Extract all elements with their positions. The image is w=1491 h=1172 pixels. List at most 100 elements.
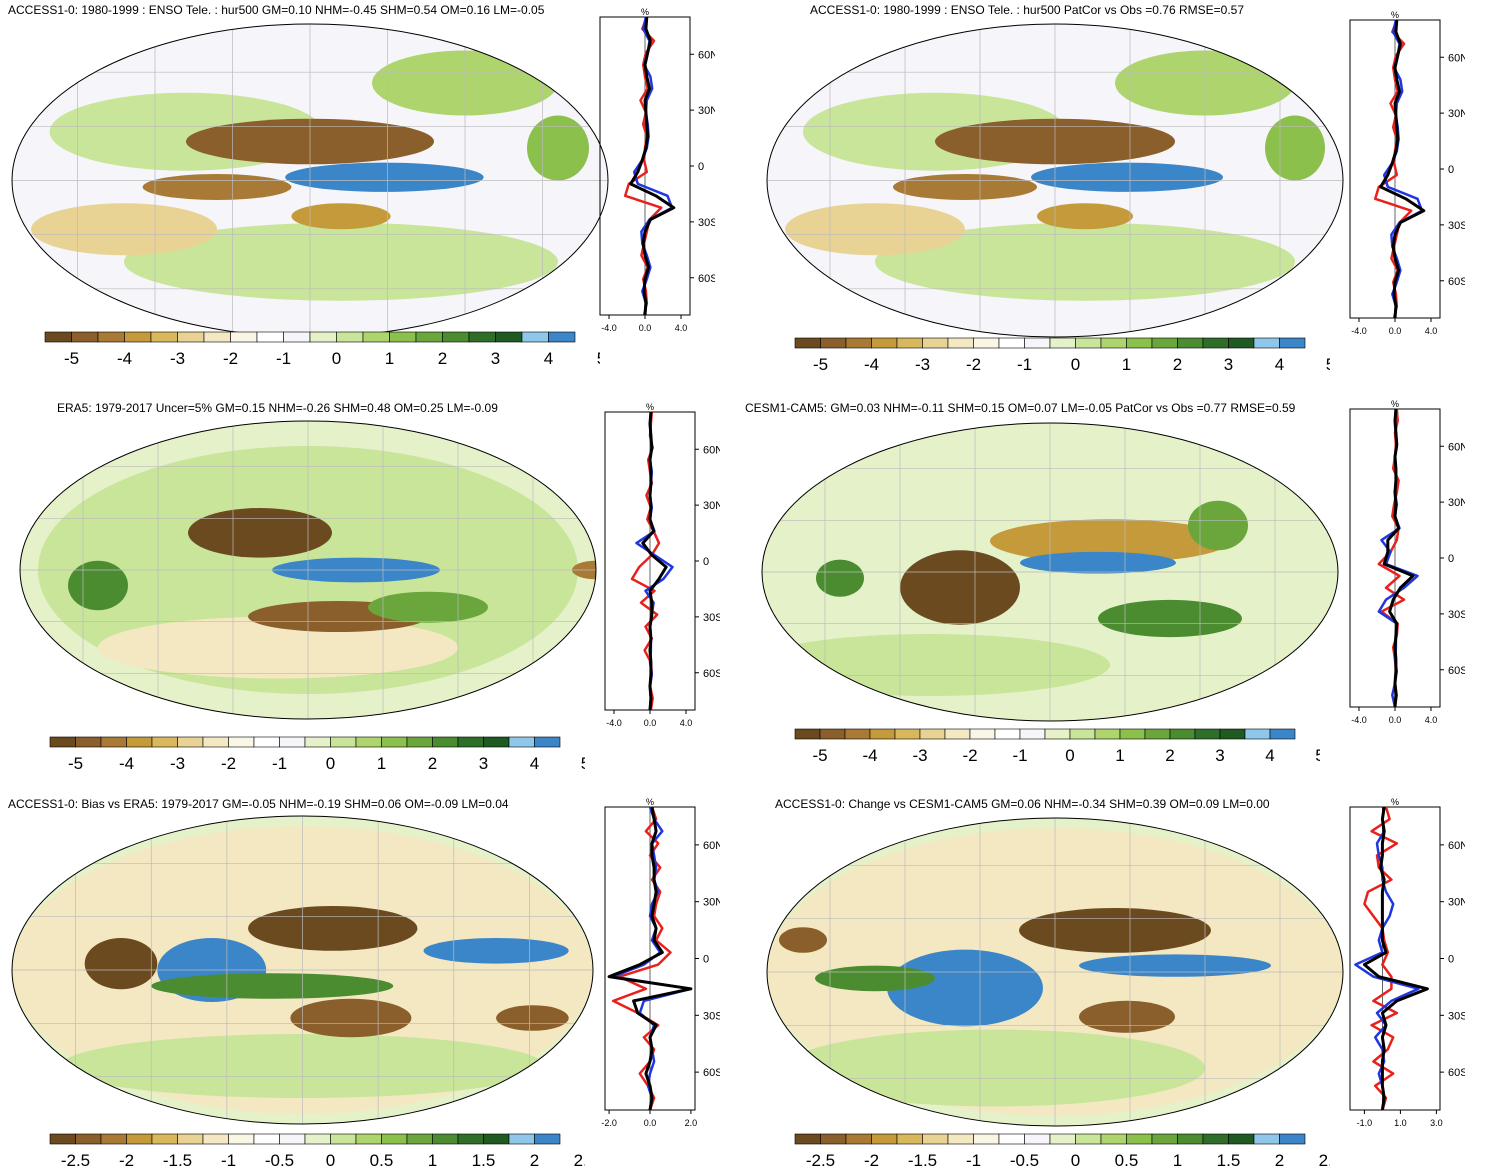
colorbar-label: 5 <box>1326 355 1330 374</box>
colorbar-box <box>44 331 72 343</box>
lat-label: 60N <box>1448 840 1465 852</box>
anomaly-region <box>1079 954 1271 977</box>
colorbar-box <box>1219 728 1246 740</box>
lat-label: 30S <box>1448 220 1465 232</box>
colorbar-label: -2 <box>223 349 238 368</box>
zonal-profile: % 60N 30N 0 30S 60S -4.0 0.0 4.0 <box>1349 10 1465 336</box>
zonal-profile: % 60N 30N 0 30S 60S -4.0 0.0 4.0 <box>604 402 720 728</box>
anomaly-region <box>290 998 412 1038</box>
anomaly-region <box>816 559 864 597</box>
colorbar-box <box>362 331 390 343</box>
colorbar-box <box>1126 337 1153 349</box>
x-tick-label: -4.0 <box>601 323 617 333</box>
anomaly-region <box>762 634 1110 696</box>
map <box>19 420 597 720</box>
anomaly-region <box>1265 115 1325 181</box>
panel-title: ACCESS1-0: 1980-1999 : ENSO Tele. : hur5… <box>8 3 545 17</box>
profile-curve <box>641 411 668 711</box>
x-tick-label: 1.0 <box>1394 1118 1407 1128</box>
colorbar-label: 0 <box>332 349 341 368</box>
colorbar-box <box>177 736 204 748</box>
profile-curve <box>1363 806 1399 1111</box>
colorbar: -5 -4 -3 -2 -1 0 1 2 3 4 5 <box>794 728 1320 765</box>
colorbar-box <box>203 331 231 343</box>
colorbar-label: 0.5 <box>1115 1151 1139 1170</box>
colorbar-label: 1 <box>1173 1151 1182 1170</box>
x-tick-label: 4.0 <box>675 323 688 333</box>
map <box>761 422 1339 722</box>
colorbar-box <box>947 337 974 349</box>
profile-units: % <box>1391 797 1399 807</box>
colorbar-box <box>75 1133 102 1145</box>
lat-label: 60S <box>1448 1067 1465 1079</box>
colorbar-box <box>1279 1133 1306 1145</box>
colorbar-box <box>896 1133 923 1145</box>
colorbar-label: 4 <box>1275 355 1284 374</box>
colorbar-box <box>309 331 337 343</box>
lat-label: 30S <box>703 612 720 624</box>
colorbar-box <box>1269 728 1296 740</box>
colorbar-box <box>432 736 459 748</box>
colorbar-label: 0 <box>326 754 335 773</box>
colorbar-label: -1.5 <box>908 1151 937 1170</box>
colorbar-label: 1.5 <box>472 1151 496 1170</box>
colorbar-box <box>1100 337 1127 349</box>
colorbar-label: -3 <box>912 746 927 765</box>
colorbar-box <box>49 736 76 748</box>
colorbar-box <box>355 736 382 748</box>
x-tick-label: -1.0 <box>1357 1118 1373 1128</box>
colorbar: -2.5 -2 -1.5 -1 -0.5 0 0.5 1 1.5 2 2.5 <box>49 1133 585 1170</box>
lat-label: 30S <box>698 217 715 229</box>
colorbar-label: -0.5 <box>1010 1151 1039 1170</box>
colorbar-box <box>1151 337 1178 349</box>
colorbar-box <box>869 728 896 740</box>
colorbar-label: -2.5 <box>806 1151 835 1170</box>
colorbar-box <box>336 331 364 343</box>
colorbar-box <box>994 728 1021 740</box>
colorbar-box <box>151 736 178 748</box>
colorbar-box <box>126 1133 153 1145</box>
lat-label: 0 <box>703 556 709 568</box>
colorbar-label: 1.5 <box>1217 1151 1241 1170</box>
panel-bias: ACCESS1-0: Bias vs ERA5: 1979-2017 GM=-0… <box>0 790 745 1170</box>
lat-label: 30S <box>703 1010 720 1022</box>
colorbar-label: -2.5 <box>61 1151 90 1170</box>
colorbar-box <box>819 728 846 740</box>
anomaly-region <box>188 508 332 558</box>
colorbar-box <box>1049 1133 1076 1145</box>
colorbar-label: -5 <box>813 355 828 374</box>
colorbar-box <box>126 736 153 748</box>
anomaly-region <box>1031 162 1223 192</box>
anomaly-region <box>779 927 827 953</box>
lat-label: 0 <box>1448 164 1454 176</box>
colorbar-box <box>969 728 996 740</box>
colorbar-label: -4 <box>117 349 132 368</box>
anomaly-region <box>900 550 1020 625</box>
anomaly-region <box>887 949 1043 1027</box>
colorbar-label: -5 <box>812 746 827 765</box>
colorbar: -5 -4 -3 -2 -1 0 1 2 3 4 5 <box>44 331 600 368</box>
anomaly-region <box>893 174 1037 200</box>
lat-label: 30S <box>1448 609 1465 621</box>
colorbar-label: 4 <box>544 349 553 368</box>
colorbar-label: -2 <box>864 1151 879 1170</box>
colorbar-box <box>896 337 923 349</box>
colorbar-box <box>1228 337 1255 349</box>
colorbar-label: 1 <box>385 349 394 368</box>
colorbar: -5 -4 -3 -2 -1 0 1 2 3 4 5 <box>794 337 1330 374</box>
anomaly-region <box>527 115 589 181</box>
lat-label: 30N <box>703 500 720 512</box>
colorbar-box <box>389 331 417 343</box>
profile-curve <box>623 16 663 316</box>
colorbar-box <box>922 1133 949 1145</box>
colorbar-box <box>75 736 102 748</box>
colorbar-label: -2 <box>221 754 236 773</box>
colorbar-label: -1 <box>1017 355 1032 374</box>
colorbar-box <box>1177 337 1204 349</box>
zonal-profile: % 60N 30N 0 30S 60S -4.0 0.0 4.0 <box>599 7 715 333</box>
colorbar-box <box>283 331 311 343</box>
colorbar-box <box>330 736 357 748</box>
profile-curve <box>630 411 661 711</box>
colorbar-label: 0.5 <box>370 1151 394 1170</box>
lat-label: 0 <box>703 954 709 966</box>
